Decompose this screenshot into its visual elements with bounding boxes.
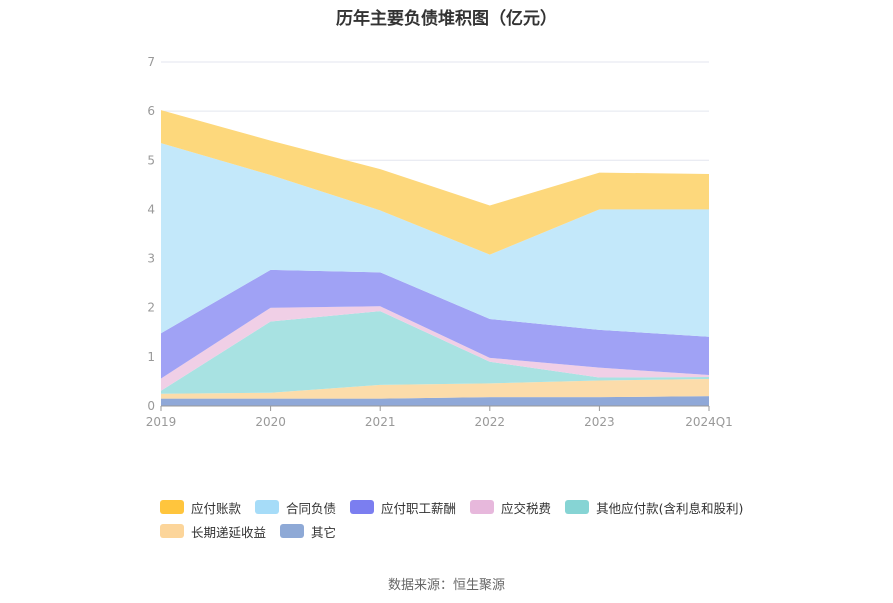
y-tick-label: 4 [147, 202, 155, 216]
legend-label: 其它 [311, 524, 337, 540]
y-tick-label: 3 [147, 252, 155, 266]
legend-label: 长期递延收益 [191, 524, 267, 540]
legend-item[interactable]: 合同负债 [255, 498, 336, 517]
chart-title: 历年主要负债堆积图（亿元） [336, 9, 557, 29]
y-tick-label: 5 [147, 153, 155, 167]
legend-item[interactable]: 其它 [280, 522, 336, 541]
legend-label: 其他应付款(含利息和股利) [596, 500, 744, 516]
x-tick-label: 2020 [255, 415, 286, 429]
legend-item[interactable]: 应付职工薪酬 [350, 498, 456, 517]
legend-label: 合同负债 [286, 500, 337, 516]
x-tick-label: 2023 [584, 415, 615, 429]
x-tick-label: 2024Q1 [685, 415, 733, 429]
x-tick-label: 2022 [475, 415, 506, 429]
area-series-应交税费 [161, 306, 709, 391]
y-tick-label: 7 [147, 55, 155, 69]
source-note: 数据来源：恒生聚源 [387, 578, 505, 593]
x-tick-label: 2019 [146, 415, 177, 429]
legend-swatch [160, 500, 184, 514]
legend-swatch [160, 524, 184, 538]
x-tick-label: 2021 [365, 415, 396, 429]
legend-item[interactable]: 应交税费 [470, 498, 551, 517]
y-tick-label: 1 [147, 350, 155, 364]
area-series-合同负债 [161, 143, 709, 337]
legend-item[interactable]: 其他应付款(含利息和股利) [565, 498, 743, 517]
axes: 0 1 2 3 4 5 6 7 2019 2020 2021 2022 2023 2024Q1 [146, 55, 733, 429]
area-series-应付账款 [161, 110, 709, 255]
legend-item[interactable]: 长期递延收益 [160, 522, 266, 541]
legend-label: 应交税费 [501, 500, 552, 516]
area-series [161, 110, 709, 406]
legend-row: 应付账款 合同负债 应付职工薪酬 应交税费 其他应付款(含利息和股利) [160, 495, 780, 519]
legend-swatch [280, 524, 305, 538]
area-series-其他应付款(含利息和股利) [161, 311, 709, 394]
legend-row: 长期递延收益 其它 [160, 519, 780, 543]
area-chart: 0 1 2 3 4 5 6 7 2019 2020 2021 2022 2023 2024Q1 [146, 55, 733, 429]
area-series-长期递延收益 [161, 378, 709, 399]
area-series-应付职工薪酬 [161, 269, 709, 379]
legend-label: 应付职工薪酬 [381, 500, 457, 516]
y-tick-label: 2 [147, 301, 155, 315]
y-tick-label: 6 [147, 104, 155, 118]
legend-swatch [565, 500, 590, 514]
legend-label: 应付账款 [191, 500, 242, 516]
legend: 应付账款 合同负债 应付职工薪酬 应交税费 其他应付款(含利息和股利) 长期递延收益 其它 [160, 495, 780, 543]
legend-swatch [350, 500, 375, 514]
y-tick-label: 0 [147, 399, 155, 413]
legend-item[interactable]: 应付账款 [160, 498, 241, 517]
legend-swatch [470, 500, 495, 514]
legend-swatch [255, 500, 280, 514]
